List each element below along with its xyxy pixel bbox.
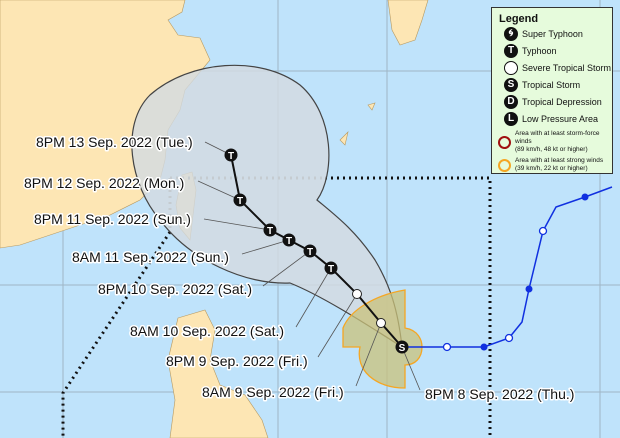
track-label: 8AM 11 Sep. 2022 (Sun.) xyxy=(72,249,229,265)
low-pressure-area-icon: L xyxy=(504,111,518,126)
svg-text:T: T xyxy=(307,247,313,258)
storm-force-ring-icon xyxy=(498,135,511,149)
legend-area-item: Area with at least storm-force winds (89 … xyxy=(498,130,612,154)
past-track xyxy=(402,186,613,352)
super-typhoon-icon: 🌀︎ xyxy=(504,26,518,41)
legend-item: Severe Tropical Storm xyxy=(504,59,612,76)
svg-text:T: T xyxy=(267,226,273,237)
typhoon-marker: T xyxy=(303,244,317,258)
legend-label: Tropical Depression xyxy=(522,96,602,107)
severe-tropical-storm-marker xyxy=(352,289,362,299)
track-label: 8AM 10 Sep. 2022 (Sat.) xyxy=(130,323,284,339)
track-label: 8AM 9 Sep. 2022 (Fri.) xyxy=(202,384,344,400)
past-position-filled xyxy=(581,193,589,201)
past-position-filled xyxy=(480,343,488,351)
strong-wind-ring-icon xyxy=(498,158,511,172)
svg-text:T: T xyxy=(286,236,292,247)
forecast-cone xyxy=(131,64,403,349)
legend-item: T Typhoon xyxy=(504,42,612,59)
legend-title: Legend xyxy=(499,13,539,25)
svg-text:T: T xyxy=(237,196,243,207)
typhoon-marker: T xyxy=(282,233,296,247)
legend-item: D Tropical Depression xyxy=(504,93,612,110)
legend-area-item: Area with at least strong winds (39 km/h,… xyxy=(498,157,612,173)
track-label: 8PM 12 Sep. 2022 (Mon.) xyxy=(24,175,184,191)
legend-area-text: Area with at least storm-force winds xyxy=(515,130,600,145)
severe-tropical-storm-marker xyxy=(376,318,386,328)
legend-label: Low Pressure Area xyxy=(522,113,599,124)
svg-text:T: T xyxy=(228,151,234,162)
legend-item: S Tropical Storm xyxy=(504,76,612,93)
typhoon-marker: T xyxy=(224,148,238,162)
tropical-depression-icon: D xyxy=(504,94,518,109)
legend-area-text: (39 km/h, 22 kt or higher) xyxy=(515,165,588,172)
svg-text:S: S xyxy=(399,343,406,354)
tropical-storm-icon: S xyxy=(504,77,518,92)
legend-area-text: Area with at least strong winds xyxy=(515,157,604,164)
legend-area-text: (89 km/h, 48 kt or higher) xyxy=(515,146,588,153)
past-position-filled xyxy=(525,285,533,293)
leader-lines xyxy=(197,141,421,391)
typhoon-marker: T xyxy=(324,261,338,275)
track-label: 8PM 10 Sep. 2022 (Sat.) xyxy=(98,281,252,297)
legend-item: L Low Pressure Area xyxy=(504,110,612,127)
legend-label: Severe Tropical Storm xyxy=(522,62,612,73)
track-label: 8PM 9 Sep. 2022 (Fri.) xyxy=(166,353,308,369)
severe-tropical-storm-icon xyxy=(504,60,518,75)
legend-item: 🌀︎ Super Typhoon xyxy=(504,25,612,42)
tropical-storm-marker: S xyxy=(395,340,409,354)
svg-text:T: T xyxy=(328,264,334,275)
track-label: 8PM 8 Sep. 2022 (Thu.) xyxy=(425,386,574,402)
past-position-open xyxy=(442,342,452,352)
forecast-markers: T T T T T T S xyxy=(224,148,409,354)
track-label: 8PM 11 Sep. 2022 (Sun.) xyxy=(34,211,191,227)
legend-label: Typhoon xyxy=(522,45,557,56)
legend-label: Super Typhoon xyxy=(522,28,583,39)
typhoon-icon: T xyxy=(504,43,518,58)
track-label: 8PM 13 Sep. 2022 (Tue.) xyxy=(36,134,193,150)
typhoon-marker: T xyxy=(233,193,247,207)
past-position-open xyxy=(504,333,514,343)
legend-label: Tropical Storm xyxy=(522,79,581,90)
typhoon-marker: T xyxy=(263,223,277,237)
legend: Legend 🌀︎ Super Typhoon T Typhoon Severe T… xyxy=(491,7,613,174)
past-position-open xyxy=(538,226,548,236)
